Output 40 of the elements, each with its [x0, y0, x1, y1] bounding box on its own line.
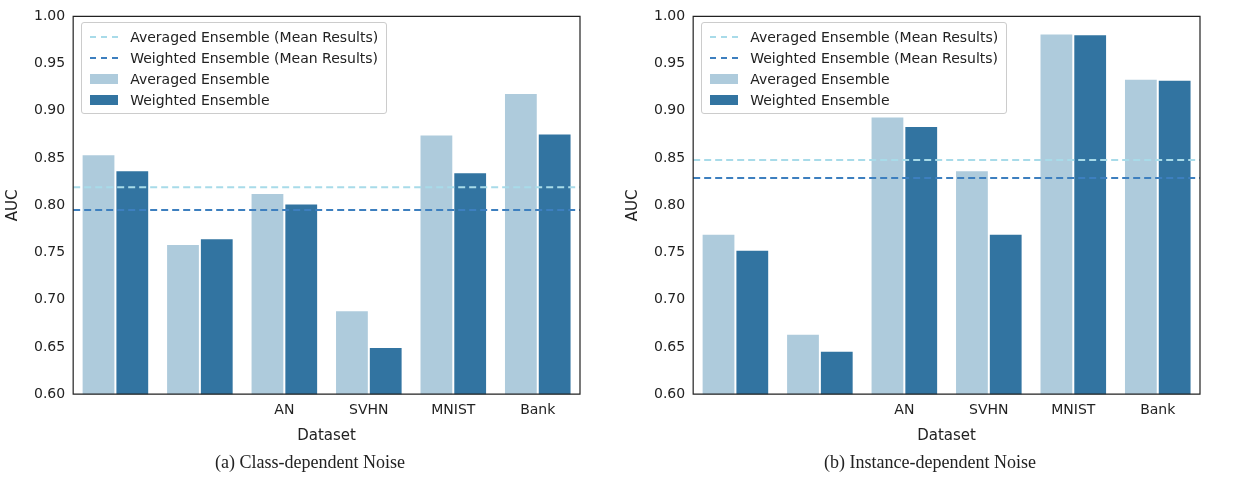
x-axis-title: Dataset [297, 425, 357, 444]
legend-label: Weighted Ensemble [130, 91, 270, 108]
legend-label: Averaged Ensemble (Mean Results) [750, 28, 999, 45]
x-axis-title: Dataset [917, 425, 977, 444]
y-tick-label: 0.60 [34, 384, 66, 401]
legend-label: Weighted Ensemble (Mean Results) [130, 49, 379, 66]
y-tick-label: 0.95 [654, 54, 686, 71]
y-tick-label: 0.90 [34, 101, 66, 118]
y-tick-label: 1.00 [654, 7, 686, 24]
text: (a) Class-dependent Noise [214, 452, 406, 473]
y-tick-label: 0.70 [34, 290, 66, 307]
legend-label: Averaged Ensemble (Mean Results) [130, 28, 379, 45]
x-tick-label: SVHN [969, 401, 1009, 418]
x-tick-label: MNIST [1051, 401, 1096, 418]
y-tick-label: 0.80 [654, 195, 686, 212]
y-tick-label: 0.85 [654, 148, 686, 165]
legend-label: Averaged Ensemble [130, 70, 270, 87]
x-tick-label: Bank [520, 401, 557, 418]
text: (b) Instance-dependent Noise [823, 452, 1037, 473]
y-tick-label: 0.85 [34, 148, 66, 165]
legend-label: Weighted Ensemble (Mean Results) [750, 49, 999, 66]
x-tick-label: Bank [1140, 401, 1177, 418]
y-tick-label: 0.80 [34, 195, 66, 212]
legend-label: Weighted Ensemble [750, 91, 890, 108]
y-tick-label: 0.75 [654, 243, 686, 260]
y-axis-title: AUC [622, 189, 641, 222]
y-tick-label: 0.95 [34, 54, 66, 71]
x-tick-label: AN [274, 401, 295, 418]
y-tick-label: 0.70 [654, 290, 686, 307]
y-tick-label: 0.65 [654, 337, 686, 354]
x-tick-label: MNIST [431, 401, 476, 418]
x-tick-label: AN [894, 401, 915, 418]
x-tick-label: SVHN [349, 401, 389, 418]
y-tick-label: 0.60 [654, 384, 686, 401]
legend-label: Averaged Ensemble [750, 70, 890, 87]
y-axis-title: AUC [2, 189, 21, 222]
y-tick-label: 0.75 [34, 243, 66, 260]
y-tick-label: 0.90 [654, 101, 686, 118]
y-tick-label: 1.00 [34, 7, 66, 24]
y-tick-label: 0.65 [34, 337, 66, 354]
